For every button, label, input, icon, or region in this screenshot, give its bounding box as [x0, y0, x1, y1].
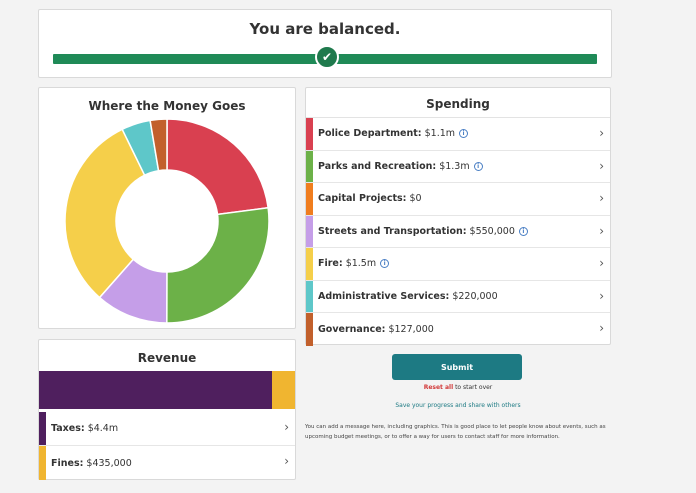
row-value: $127,000 [388, 323, 434, 335]
spending-row-police[interactable]: Police Department: $1.1m i › [306, 118, 610, 151]
color-swatch [39, 412, 46, 445]
donut-slice-parks-and-recreation [166, 206, 270, 324]
row-value: $220,000 [452, 290, 498, 302]
color-swatch [306, 248, 313, 280]
row-value: $4.4m [87, 423, 119, 434]
budget-page: You are balanced. ✔ Where the Money Goes… [32, 0, 636, 493]
row-value: $0 [409, 193, 422, 205]
color-swatch [306, 150, 313, 182]
chevron-right-icon: › [599, 256, 604, 270]
chevron-right-icon: › [284, 454, 289, 468]
row-label: Taxes: [51, 423, 85, 434]
color-swatch [306, 183, 313, 215]
spending-row-governance[interactable]: Governance: $127,000 › [306, 313, 610, 346]
row-value: $1.5m [345, 258, 377, 270]
color-swatch [306, 280, 313, 312]
revenue-bar-fines [271, 371, 295, 409]
chevron-right-icon: › [599, 288, 604, 303]
donut-slice-police-department [166, 118, 269, 216]
custom-message: You can add a message here, including gr… [305, 424, 606, 440]
info-icon[interactable]: i [459, 129, 469, 139]
row-value: $1.1m [424, 128, 456, 140]
color-swatch [306, 118, 313, 150]
row-label: Police Department: [318, 128, 422, 140]
balance-card: You are balanced. ✔ [38, 9, 612, 78]
chevron-right-icon: › [599, 191, 604, 205]
revenue-list: Taxes: $4.4m › Fines: $435,000 › [39, 412, 295, 480]
donut-chart [64, 118, 270, 324]
money-chart-title: Where the Money Goes [88, 99, 246, 113]
chevron-right-icon: › [599, 126, 604, 140]
spending-row-streets[interactable]: Streets and Transportation: $550,000 i › [306, 215, 610, 248]
revenue-card: Revenue Taxes: $4.4m › Fines: $435,000 › [38, 339, 296, 480]
balance-title: You are balanced. [249, 20, 401, 38]
donut-slice-fire [64, 128, 146, 299]
row-value: $550,000 [469, 225, 515, 237]
check-icon: ✔ [315, 45, 339, 69]
save-progress-link[interactable]: Save your progress and share with others [395, 402, 521, 409]
spending-card: Spending Police Department: $1.1m i › Pa… [305, 87, 611, 346]
color-swatch [306, 215, 313, 247]
row-label: Administrative Services: [318, 290, 450, 302]
spending-row-capital[interactable]: Capital Projects: $0 › [306, 183, 610, 216]
spending-title: Spending [306, 88, 610, 118]
row-label: Streets and Transportation: [318, 225, 467, 237]
revenue-stacked-bar [39, 371, 295, 409]
info-icon[interactable]: i [380, 259, 390, 269]
reset-line: Reset all to start over [305, 384, 611, 391]
spending-list: Police Department: $1.1m i › Parks and R… [306, 118, 610, 346]
row-label: Fire: [318, 258, 343, 270]
money-chart-card: Where the Money Goes [38, 87, 296, 329]
reset-all-link[interactable]: Reset all [423, 384, 454, 391]
row-label: Parks and Recreation: [318, 160, 437, 172]
spending-row-parks[interactable]: Parks and Recreation: $1.3m i › [306, 150, 610, 183]
revenue-bar-taxes [39, 371, 272, 409]
chevron-right-icon: › [599, 158, 604, 173]
spending-row-fire[interactable]: Fire: $1.5m i › [306, 248, 610, 281]
row-label: Fines: [51, 457, 84, 469]
info-icon[interactable]: i [473, 161, 483, 171]
row-value: $435,000 [86, 457, 132, 469]
submit-button[interactable]: Submit [392, 354, 522, 380]
color-swatch [39, 446, 46, 480]
revenue-title: Revenue [137, 351, 197, 365]
chevron-right-icon: › [599, 321, 604, 335]
info-icon[interactable]: i [518, 226, 528, 236]
chevron-right-icon: › [284, 420, 289, 434]
reset-suffix: to start over [453, 384, 493, 391]
row-value: $1.3m [439, 160, 470, 172]
revenue-row-taxes[interactable]: Taxes: $4.4m › [39, 412, 295, 446]
spending-row-admin[interactable]: Administrative Services: $220,000 › [306, 280, 610, 313]
color-swatch [306, 313, 313, 346]
chevron-right-icon: › [599, 223, 604, 238]
donut-slice-governance [149, 118, 168, 172]
row-label: Capital Projects: [318, 193, 407, 205]
revenue-row-fines[interactable]: Fines: $435,000 › [39, 446, 295, 480]
row-label: Governance: [318, 323, 386, 335]
